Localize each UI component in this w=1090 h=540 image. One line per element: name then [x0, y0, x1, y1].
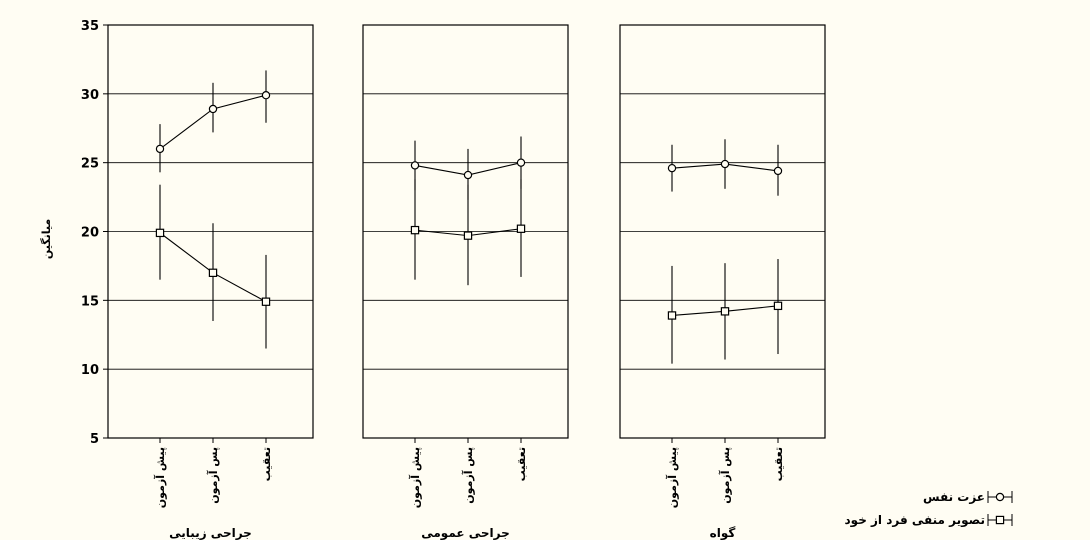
y-tick-label: 10	[81, 363, 99, 378]
y-tick-label: 35	[81, 19, 99, 34]
panel-title: گواه	[710, 526, 736, 540]
x-tick-label: تعقیب	[260, 447, 273, 481]
data-point-circle	[155, 144, 165, 154]
panel-title: جراحی عمومی	[421, 526, 510, 540]
y-axis-label: میانگین	[40, 219, 53, 259]
x-tick-label: پس آزمون	[718, 447, 732, 504]
data-point-circle	[773, 166, 783, 176]
data-point-circle	[208, 104, 218, 114]
x-tick-label: پیش آزمون	[153, 447, 167, 508]
y-tick-label: 5	[90, 432, 99, 447]
x-tick-label: تعقیب	[772, 447, 785, 481]
y-tick-label: 25	[81, 157, 99, 172]
panel-frame	[619, 24, 826, 439]
data-point-square	[261, 297, 271, 306]
data-point-circle	[410, 161, 420, 170]
legend-label: تصویر منفی فرد از خود	[845, 513, 985, 528]
data-point-circle	[463, 170, 473, 180]
x-tick-label: تعقیب	[515, 447, 528, 481]
data-point-square	[208, 268, 218, 278]
data-point-square	[773, 301, 783, 311]
legend: عزت نفس تصویر منفی فرد از خود	[845, 490, 1013, 528]
legend-marker-square	[995, 515, 1005, 525]
data-point-square	[410, 225, 420, 235]
x-tick-label: پیش آزمون	[408, 447, 422, 508]
panel-2: پیش آزمون پس آزمون تعقیب جراحی عمومی	[362, 24, 569, 540]
legend-marker-circle	[995, 492, 1005, 502]
data-point-circle	[516, 158, 526, 167]
data-point-square	[155, 228, 165, 238]
data-point-circle	[667, 163, 677, 173]
data-point-square	[516, 224, 526, 233]
panel-3: پیش آزمون پس آزمون تعقیب گواه	[619, 24, 826, 540]
data-point-square	[667, 311, 677, 320]
y-tick-label: 15	[81, 294, 99, 309]
x-tick-label: پیش آزمون	[665, 447, 679, 508]
legend-label: عزت نفس	[923, 490, 985, 504]
data-point-circle	[261, 91, 271, 100]
panel-1: پیش آزمون پس آزمون تعقیب جراحی زیبایی	[107, 24, 314, 540]
y-tick-label: 20	[81, 226, 99, 241]
x-tick-label: پس آزمون	[461, 447, 475, 504]
data-point-square	[463, 231, 473, 240]
data-point-square	[720, 307, 730, 316]
panel-title: جراحی زیبایی	[169, 526, 252, 540]
x-tick-label: پس آزمون	[206, 447, 220, 504]
y-tick-label: 30	[81, 88, 99, 103]
panel-frame	[362, 24, 569, 439]
data-point-circle	[720, 159, 730, 169]
